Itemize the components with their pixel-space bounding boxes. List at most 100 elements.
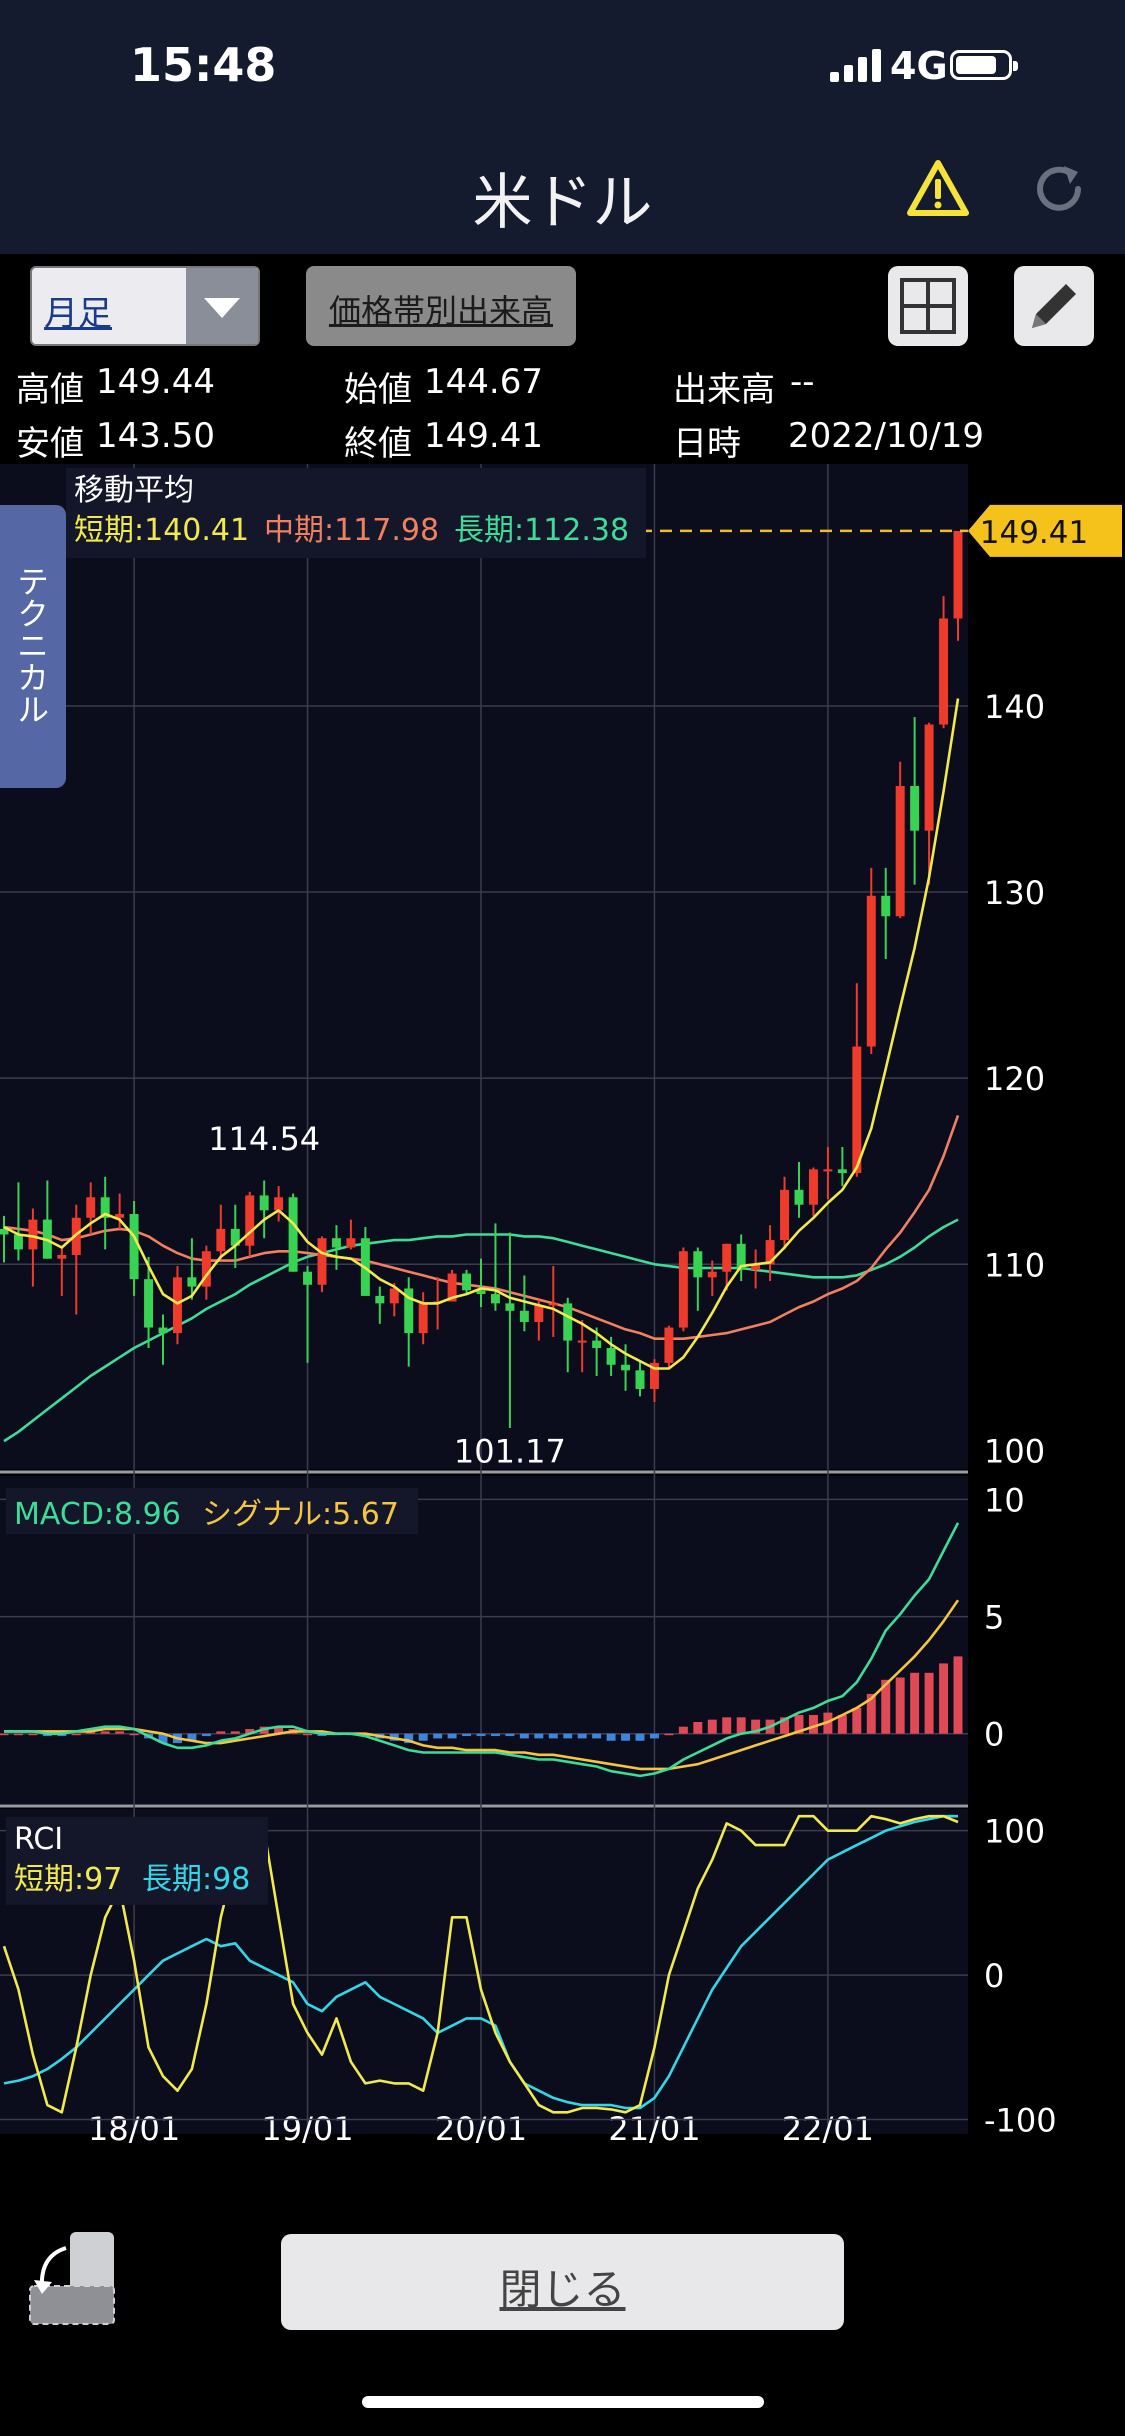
y-tick-label: 140: [984, 688, 1045, 726]
macd-histogram-bar: [490, 1733, 500, 1737]
candle: [722, 1243, 732, 1272]
candle: [317, 1238, 327, 1285]
candle: [418, 1303, 428, 1334]
candle: [86, 1197, 96, 1218]
macd-histogram-bar: [837, 1714, 847, 1734]
candle: [866, 895, 876, 1047]
macd-histogram-bar: [895, 1677, 905, 1734]
macd-histogram-bar: [577, 1733, 587, 1739]
volume-value: --: [790, 362, 815, 402]
candle: [303, 1271, 313, 1285]
candle: [823, 1169, 833, 1172]
date-label: 日時: [673, 424, 741, 464]
macd-histogram-bar: [534, 1733, 544, 1739]
y-tick-label: 130: [984, 874, 1045, 912]
low-label: 安値: [16, 424, 84, 464]
volume-profile-button[interactable]: 価格帯別出来高: [306, 266, 576, 346]
candle: [881, 895, 891, 917]
macd-histogram-bar: [129, 1733, 139, 1736]
candle: [245, 1195, 255, 1246]
cellular-signal-icon: [830, 49, 881, 82]
rci-legend-title: RCI: [14, 1822, 63, 1857]
x-tick-label: 18/01: [88, 2110, 180, 2144]
candle: [563, 1303, 573, 1341]
macd-line: [4, 1522, 960, 1778]
ma-legend-bg: [66, 468, 646, 558]
candle: [13, 1234, 23, 1250]
candle: [71, 1217, 81, 1255]
y-tick-label: 110: [984, 1246, 1045, 1284]
technical-tab[interactable]: テクニカル: [0, 505, 66, 788]
close-button[interactable]: 閉じる: [281, 2234, 844, 2330]
macd-histogram-bar: [447, 1733, 457, 1739]
ma-short-line: [3, 698, 960, 1370]
layout-button[interactable]: [888, 266, 968, 346]
macd-histogram-bar: [649, 1733, 659, 1739]
candle: [621, 1364, 631, 1371]
home-indicator: [362, 2396, 764, 2408]
current-price-label: 149.41: [980, 515, 1088, 551]
candle: [765, 1240, 775, 1265]
x-tick-label: 19/01: [261, 2110, 353, 2144]
candle: [505, 1303, 515, 1311]
candle: [172, 1277, 182, 1334]
macd-histogram-bar: [13, 1733, 23, 1736]
chart-svg[interactable]: 18/01 19/01 20/01 21/01 22/01100110120130140…: [0, 464, 1125, 2148]
macd-histogram-bar: [563, 1733, 573, 1739]
macd-histogram-bar: [404, 1733, 414, 1744]
macd-histogram-bar: [592, 1733, 602, 1739]
candle: [100, 1197, 110, 1218]
chart-area[interactable]: 18/01 19/01 20/01 21/01 22/01 100 110 120 130 140…: [0, 464, 1125, 2148]
candle: [837, 1169, 847, 1174]
refresh-icon[interactable]: [1030, 160, 1088, 218]
y-tick-label: 100: [984, 1432, 1045, 1470]
pencil-icon: [1032, 284, 1076, 328]
macd-legend-item: MACD:8.96: [14, 1497, 181, 1532]
candle: [678, 1251, 688, 1328]
macd-histogram-bar: [519, 1733, 529, 1739]
macd-signal-line: [4, 1599, 960, 1771]
rotate-screen-icon[interactable]: [26, 2226, 130, 2330]
candle: [736, 1243, 746, 1270]
page-title: 米ドル: [472, 168, 653, 238]
candle: [346, 1238, 356, 1248]
candle: [751, 1264, 761, 1270]
chevron-down-icon: [186, 268, 258, 344]
candle: [404, 1288, 414, 1334]
macd-histogram-bar: [433, 1733, 443, 1739]
period-select[interactable]: 月足: [30, 266, 260, 346]
current-price-tag: [968, 504, 1122, 557]
rci-long-line: [3, 1814, 958, 2110]
candle: [288, 1197, 298, 1272]
macd-histogram-bar: [736, 1717, 746, 1734]
macd-histogram-bar: [71, 1733, 81, 1736]
candle: [794, 1189, 804, 1205]
rci-legend-bg: [6, 1817, 268, 1905]
warning-icon[interactable]: [906, 159, 970, 217]
candle: [447, 1273, 457, 1302]
macd-histogram-bar: [505, 1733, 515, 1737]
price-annotation: 101.17: [454, 1433, 566, 1471]
candle: [144, 1279, 154, 1328]
candle: [592, 1340, 602, 1349]
candle: [216, 1228, 226, 1252]
candle: [490, 1294, 500, 1304]
macd-histogram-bar: [158, 1733, 168, 1744]
close-button-label: 閉じる: [499, 2265, 626, 2314]
rci-legend-item: 長期:98: [142, 1862, 250, 1897]
macd-histogram-bar: [751, 1719, 761, 1734]
macd-histogram-bar: [274, 1726, 284, 1734]
candle: [375, 1295, 385, 1304]
y-tick-label: 0: [984, 1716, 1004, 1754]
candle: [664, 1327, 674, 1363]
macd-histogram-bar: [418, 1733, 428, 1741]
candle: [924, 724, 934, 831]
battery-icon: [950, 50, 1018, 80]
macd-histogram-bar: [621, 1733, 631, 1741]
candle: [259, 1195, 269, 1211]
y-tick-label: -100: [984, 2102, 1057, 2140]
candle: [808, 1169, 818, 1205]
close-value: 149.41: [424, 416, 543, 456]
macd-histogram-bar: [910, 1672, 920, 1734]
draw-button[interactable]: [1014, 266, 1094, 346]
